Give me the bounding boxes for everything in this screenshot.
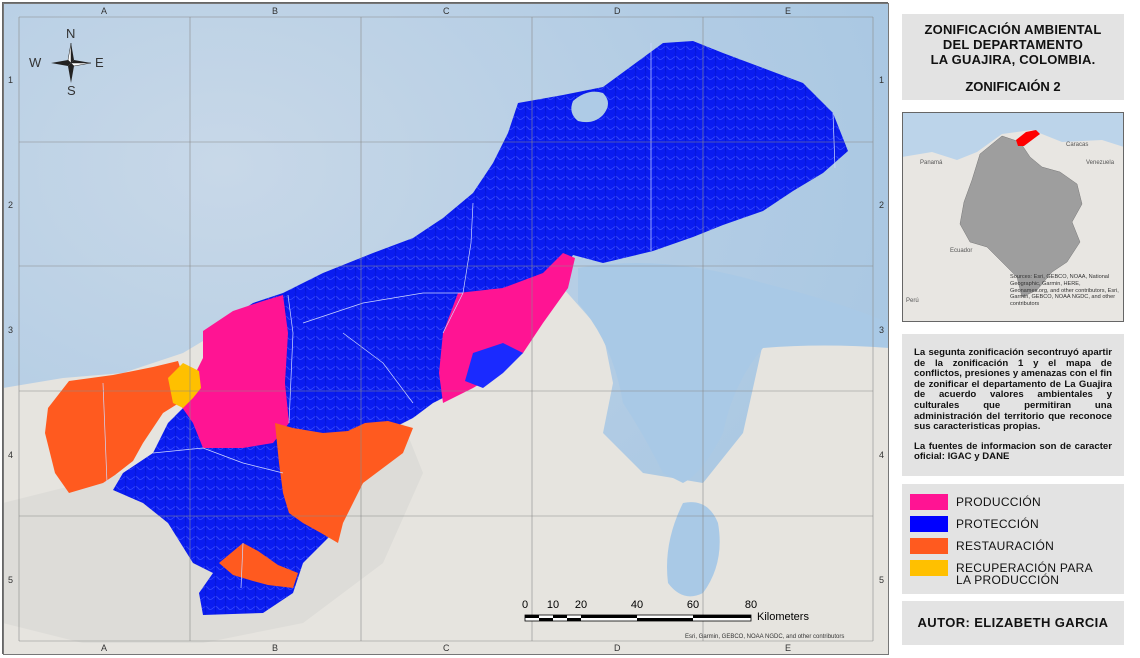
legend-item-produccion: PRODUCCIÓN xyxy=(910,494,1124,516)
legend-swatch-recuperacion xyxy=(910,560,948,576)
grid-row-4-left: 4 xyxy=(8,450,14,460)
inset-label-panama: Panamá xyxy=(920,160,943,166)
grid-col-d-top: D xyxy=(614,6,621,16)
grid-col-c-top: C xyxy=(443,6,450,16)
grid-col-c-bottom: C xyxy=(443,643,450,653)
compass-w: W xyxy=(29,55,42,70)
map-attribution: Esri, Garmin, GEBCO, NOAA NGDC, and othe… xyxy=(685,634,845,640)
grid-row-1-right: 1 xyxy=(879,75,885,85)
zone-restauracion-central[interactable] xyxy=(275,421,413,543)
grid-col-e-top: E xyxy=(785,6,792,16)
scale-tick-80: 80 xyxy=(744,599,758,611)
inset-map[interactable]: Panamá Caracas Venezuela Ecuador Perú xyxy=(902,112,1124,322)
gulf-of-venezuela xyxy=(578,263,889,483)
description-text: La segunta zonificación secontruyó apart… xyxy=(914,347,1112,433)
map-frame[interactable]: N S E W A B C D E A B C D E 1 2 3 4 5 1 … xyxy=(2,2,889,655)
scale-tick-40: 40 xyxy=(630,599,644,611)
title-panel: ZONIFICACIÓN AMBIENTAL DEL DEPARTAMENTO … xyxy=(902,14,1124,100)
grid-col-a-top: A xyxy=(101,6,108,16)
grid-col-e-bottom: E xyxy=(785,643,792,653)
map-title: ZONIFICACIÓN AMBIENTAL DEL DEPARTAMENTO … xyxy=(924,22,1102,67)
inset-label-caracas: Caracas xyxy=(1066,142,1089,148)
grid-row-3-right: 3 xyxy=(879,325,885,335)
legend-swatch-restauracion xyxy=(910,538,948,554)
zone-produccion-west[interactable] xyxy=(179,295,289,448)
municipal-borders xyxy=(102,43,836,589)
description-panel: La segunta zonificación secontruyó apart… xyxy=(902,334,1124,476)
legend-item-recuperacion: RECUPERACIÓN PARA LA PRODUCCIÓN xyxy=(910,560,1124,590)
grid-col-d-bottom: D xyxy=(614,643,621,653)
compass-e: E xyxy=(95,55,104,70)
grid-row-3-left: 3 xyxy=(8,325,14,335)
lake-maracaibo xyxy=(667,502,720,597)
bahia-honda xyxy=(571,91,608,123)
inset-map-canvas xyxy=(902,112,1124,322)
grid-col-b-top: B xyxy=(272,6,279,16)
legend-label-produccion: PRODUCCIÓN xyxy=(956,495,1042,509)
map-canvas[interactable] xyxy=(3,3,889,655)
grid-row-4-right: 4 xyxy=(879,450,885,460)
scale-unit: Kilometers xyxy=(757,611,809,623)
scale-tick-0: 0 xyxy=(521,599,529,611)
legend-swatch-produccion xyxy=(910,494,948,510)
inset-label-venezuela: Venezuela xyxy=(1086,160,1115,166)
legend-label-proteccion: PROTECCIÓN xyxy=(956,517,1040,531)
zone-restauracion-west[interactable] xyxy=(45,361,185,493)
scale-bar-graphic xyxy=(524,614,752,622)
scale-tick-60: 60 xyxy=(686,599,700,611)
zone-proteccion-patch xyxy=(465,343,523,388)
legend-label-restauracion: RESTAURACIÓN xyxy=(956,539,1055,553)
author-panel: AUTOR: ELIZABETH GARCIA xyxy=(902,601,1124,645)
map-subtitle: ZONIFICAIÓN 2 xyxy=(965,79,1061,94)
inset-label-ecuador: Ecuador xyxy=(950,248,973,254)
legend-item-restauracion: RESTAURACIÓN xyxy=(910,538,1124,560)
legend-item-proteccion: PROTECCIÓN xyxy=(910,516,1124,538)
legend-panel: PRODUCCIÓN PROTECCIÓN RESTAURACIÓN RECUP… xyxy=(902,484,1124,594)
author-text: AUTOR: ELIZABETH GARCIA xyxy=(917,615,1109,630)
grid-col-b-bottom: B xyxy=(272,643,279,653)
inset-sources: Sources: Esri, GEBCO, NOAA, National Geo… xyxy=(1010,274,1119,308)
zone-recuperacion[interactable] xyxy=(168,363,201,408)
grid-row-1-left: 1 xyxy=(8,75,14,85)
zone-restauracion-south[interactable] xyxy=(219,543,298,588)
legend-label-recuperacion: RECUPERACIÓN PARA LA PRODUCCIÓN xyxy=(956,561,1093,587)
inset-label-peru: Perú xyxy=(906,298,919,304)
grid-row-5-left: 5 xyxy=(8,575,14,585)
grid-row-2-left: 2 xyxy=(8,200,14,210)
compass-n: N xyxy=(66,26,76,41)
compass-rose-icon xyxy=(51,42,92,83)
scale-tick-10: 10 xyxy=(546,599,560,611)
compass-s: S xyxy=(67,83,76,98)
grid-row-2-right: 2 xyxy=(879,200,885,210)
description-sources: La fuentes de informacion son de caracte… xyxy=(914,440,1112,463)
grid-col-a-bottom: A xyxy=(101,643,108,653)
grid-lines xyxy=(18,16,874,642)
scale-tick-20: 20 xyxy=(574,599,588,611)
legend-swatch-proteccion xyxy=(910,516,948,532)
neatline xyxy=(3,3,889,655)
grid-row-5-right: 5 xyxy=(879,575,885,585)
